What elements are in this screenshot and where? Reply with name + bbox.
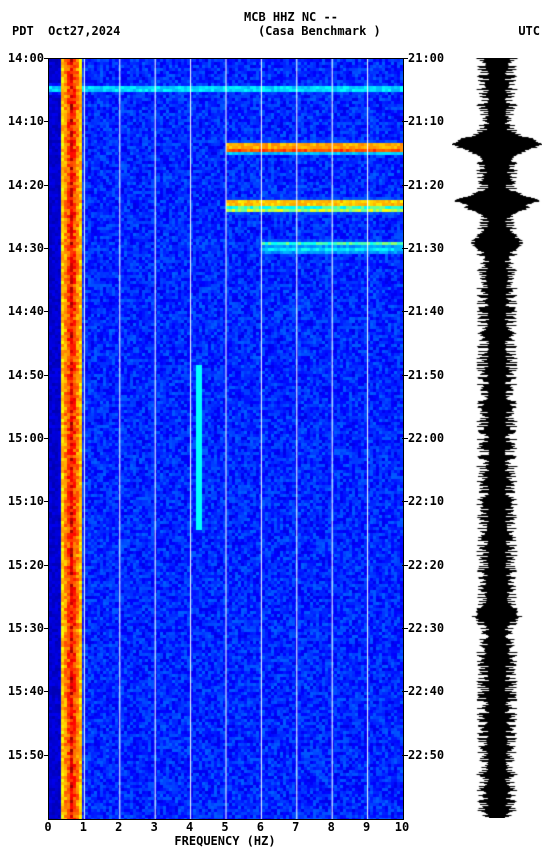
y-tick-left: 15:10 (8, 494, 44, 508)
spectrogram-plot (48, 58, 404, 820)
y-tick-left: 15:30 (8, 621, 44, 635)
y-tick-right: 21:30 (408, 241, 444, 255)
y-axis-pdt: 14:0014:1014:2014:3014:4014:5015:0015:10… (0, 58, 46, 818)
y-tick-right: 21:10 (408, 114, 444, 128)
chart-header: MCB HHZ NC -- PDT Oct27,2024 (Casa Bench… (0, 10, 552, 38)
tz-right-label: UTC (518, 24, 540, 38)
y-tick-left: 14:00 (8, 51, 44, 65)
y-tick-left: 14:20 (8, 178, 44, 192)
station-name: (Casa Benchmark ) (258, 24, 381, 38)
y-tick-left: 14:50 (8, 368, 44, 382)
y-tick-left: 15:20 (8, 558, 44, 572)
x-tick: 2 (115, 820, 122, 834)
y-tick-right: 21:20 (408, 178, 444, 192)
y-axis-utc: 21:0021:1021:2021:3021:4021:5022:0022:10… (406, 58, 450, 818)
x-tick: 7 (292, 820, 299, 834)
x-tick: 9 (363, 820, 370, 834)
x-tick: 0 (44, 820, 51, 834)
y-tick-right: 22:10 (408, 494, 444, 508)
y-tick-left: 15:00 (8, 431, 44, 445)
y-tick-right: 21:00 (408, 51, 444, 65)
x-axis-label: FREQUENCY (HZ) (48, 834, 402, 848)
y-tick-right: 21:50 (408, 368, 444, 382)
x-tick: 10 (395, 820, 409, 834)
y-tick-left: 15:40 (8, 684, 44, 698)
y-tick-right: 22:20 (408, 558, 444, 572)
spectrogram-canvas (49, 59, 403, 819)
y-tick-left: 14:30 (8, 241, 44, 255)
x-tick: 8 (328, 820, 335, 834)
y-tick-left: 14:10 (8, 114, 44, 128)
waveform-canvas (452, 58, 542, 818)
x-tick: 4 (186, 820, 193, 834)
station-code: MCB HHZ NC -- (30, 10, 552, 24)
x-tick: 1 (80, 820, 87, 834)
y-tick-right: 21:40 (408, 304, 444, 318)
x-tick: 3 (151, 820, 158, 834)
date-label: Oct27,2024 (48, 24, 120, 38)
y-tick-right: 22:50 (408, 748, 444, 762)
x-tick: 5 (221, 820, 228, 834)
x-tick: 6 (257, 820, 264, 834)
y-tick-right: 22:30 (408, 621, 444, 635)
tz-left-label: PDT (12, 24, 34, 38)
y-tick-right: 22:40 (408, 684, 444, 698)
y-tick-right: 22:00 (408, 431, 444, 445)
y-tick-left: 14:40 (8, 304, 44, 318)
y-tick-left: 15:50 (8, 748, 44, 762)
waveform-plot (452, 58, 542, 818)
